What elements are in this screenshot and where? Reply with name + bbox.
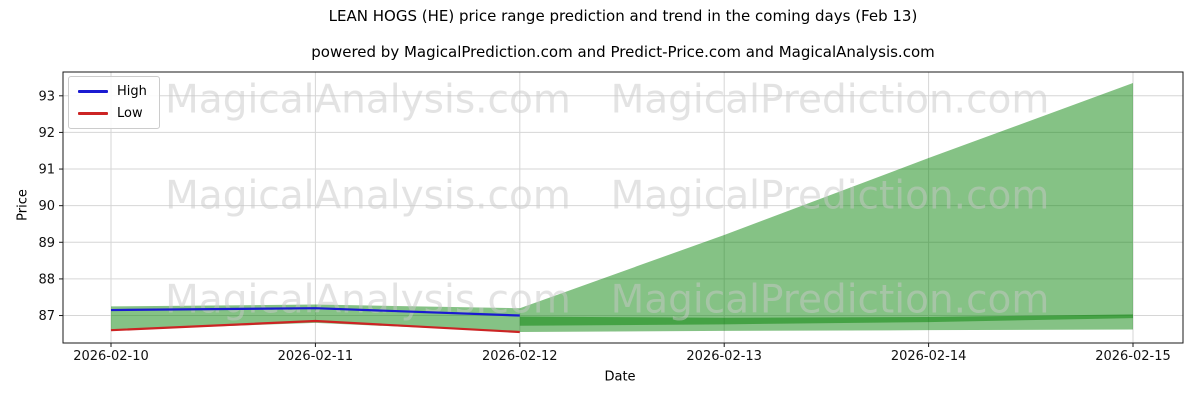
forecast-fan-polygon (519, 82, 1133, 333)
high-line (110, 307, 520, 317)
legend-item-high: High (78, 84, 147, 99)
y-tick-label: 88 (38, 272, 55, 287)
forecast-trend-band-polygon (519, 314, 1133, 326)
x-tick-label: 2026-02-13 (686, 349, 762, 364)
y-tick-label: 93 (38, 89, 55, 104)
legend: High Low (68, 76, 160, 129)
axes-border (62, 71, 1184, 344)
watermark-text: MagicalPrediction.com (611, 174, 1050, 219)
watermark-text: MagicalPrediction.com (611, 78, 1050, 123)
legend-label-high: High (117, 84, 147, 99)
watermark-text: MagicalPrediction.com (611, 278, 1050, 323)
y-tick-label: 90 (38, 199, 55, 214)
y-tick-label: 92 (38, 126, 55, 141)
y-axis-label: Price (15, 189, 31, 221)
x-tick-label: 2026-02-14 (891, 349, 967, 364)
watermark-text: MagicalAnalysis.com (165, 174, 571, 219)
x-tick-label: 2026-02-15 (1095, 349, 1171, 364)
watermark-text: MagicalAnalysis.com (165, 78, 571, 123)
y-tick-label: 91 (38, 163, 55, 178)
x-tick-label: 2026-02-11 (278, 349, 354, 364)
x-axis-label: Date (604, 369, 636, 385)
y-tick-label: 87 (38, 309, 55, 324)
x-tick-label: 2026-02-10 (73, 349, 149, 364)
chart-subtitle: powered by MagicalPrediction.com and Pre… (311, 43, 935, 61)
x-tick-label: 2026-02-12 (482, 349, 558, 364)
legend-item-low: Low (78, 106, 147, 121)
high-line-swatch (78, 90, 108, 93)
chart-title: LEAN HOGS (HE) price range prediction an… (328, 7, 918, 25)
low-line (110, 319, 520, 334)
legend-label-low: Low (117, 106, 143, 121)
low-line-swatch (78, 112, 108, 115)
y-tick-label: 89 (38, 236, 55, 251)
